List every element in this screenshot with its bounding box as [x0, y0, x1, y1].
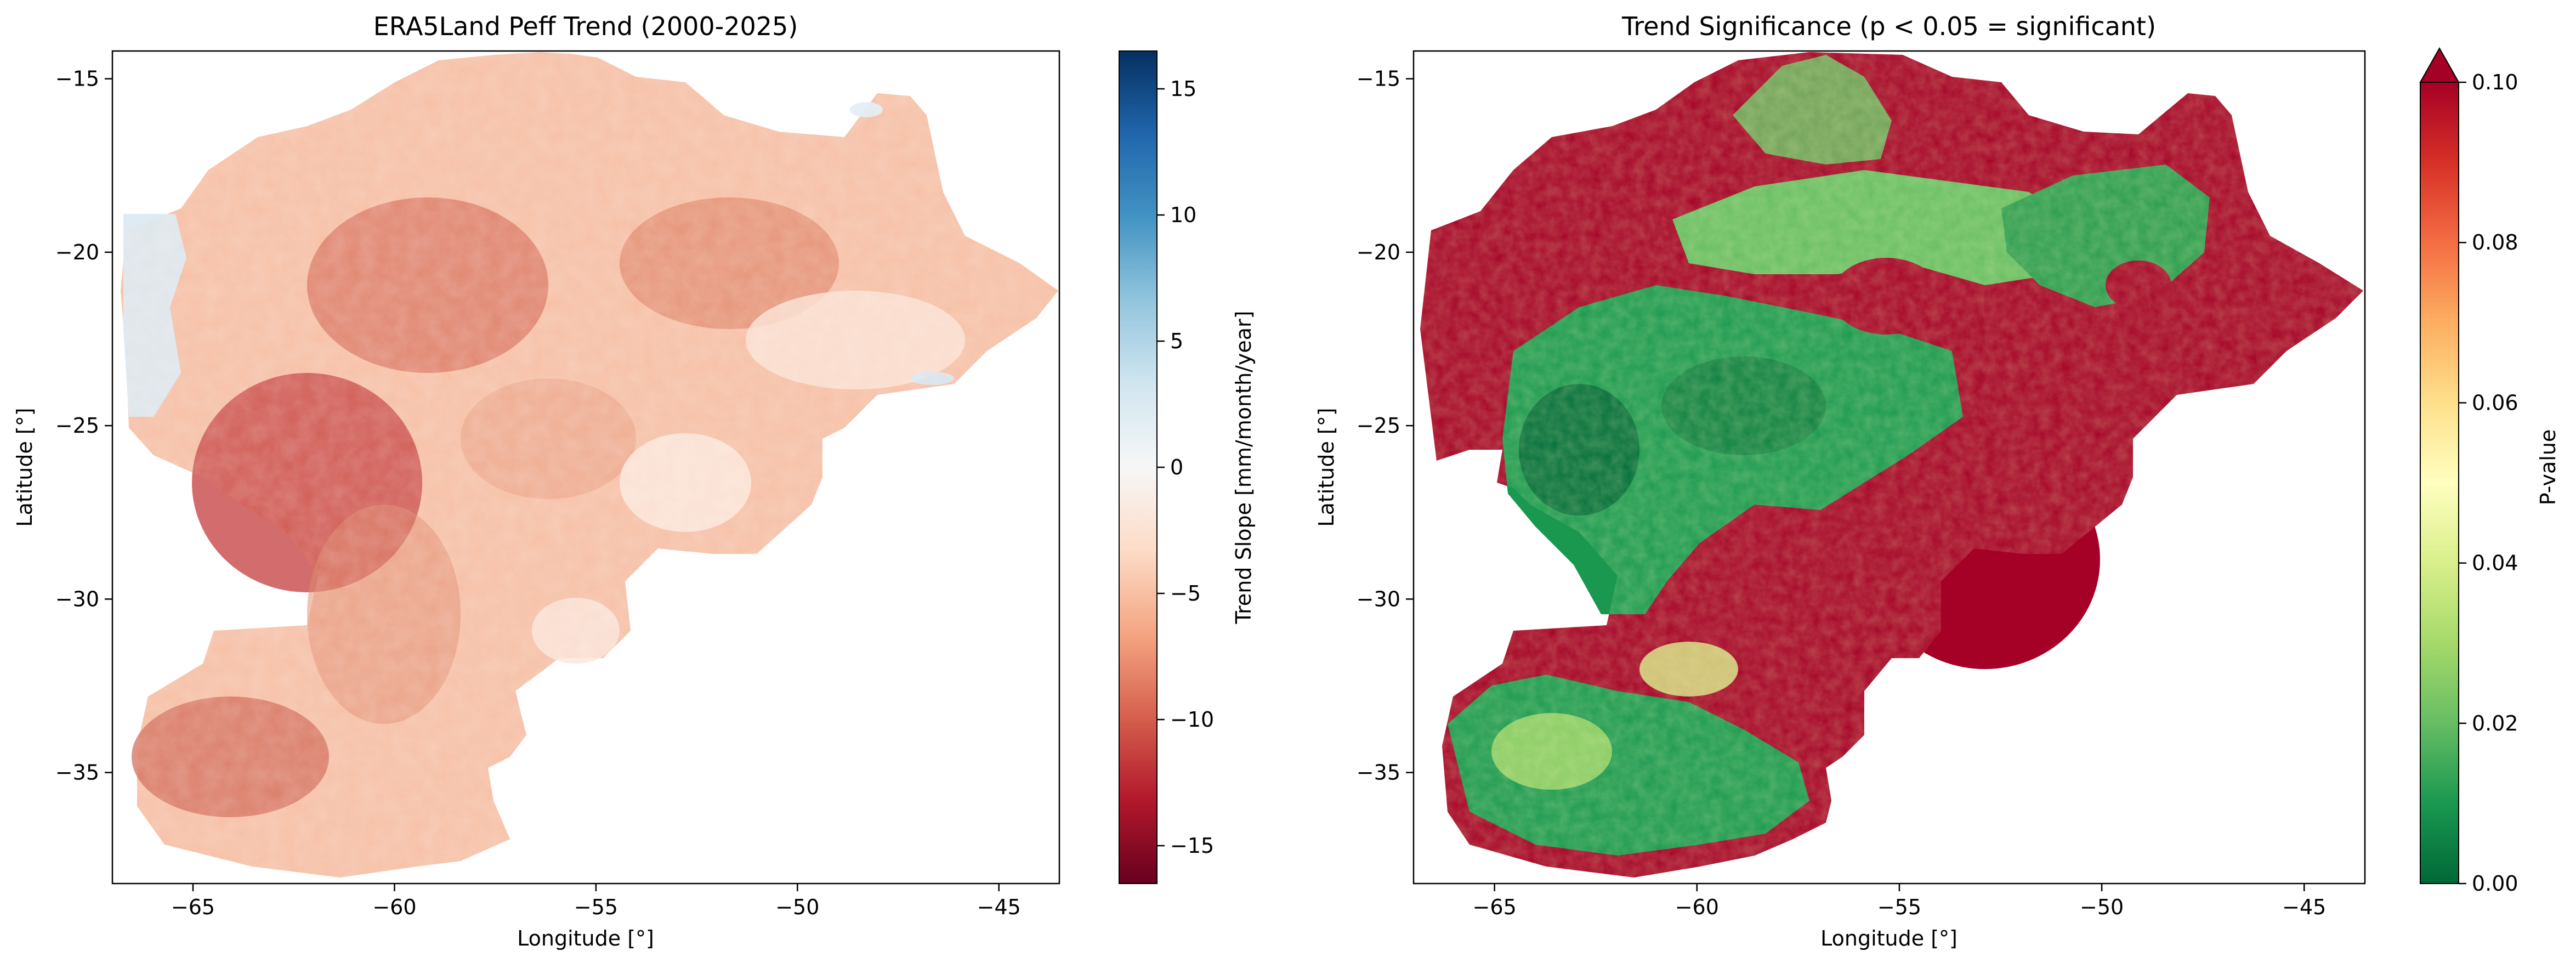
trend-x-axis-label: Longitude [°]	[517, 926, 654, 950]
trend-panel: ERA5Land Peff Trend (2000-2025) −65 −60 −5…	[13, 12, 1060, 950]
trend-colorbar-label: Trend Slope [mm/month/year]	[1232, 311, 1256, 625]
trend-x-tick-label: −45	[977, 895, 1021, 919]
trend-x-tick-label: −65	[171, 895, 215, 919]
pvalue-colorbar-tick-label: 0.08	[2472, 230, 2518, 254]
trend-y-axis-label: Latitude [°]	[13, 407, 37, 527]
pvalue-colorbar-tick-label: 0.10	[2472, 70, 2518, 94]
trend-x-tick-label: −60	[372, 895, 416, 919]
pvalue-colorbar: 0.10 0.08 0.06 0.04 0.02 0.00 P-value	[2419, 47, 2560, 896]
significance-chart-title: Trend Significance (p < 0.05 = significa…	[1621, 12, 2156, 41]
significance-map-field	[1420, 52, 2363, 878]
trend-colorbar-tick-label: −15	[1170, 834, 1214, 858]
significance-x-tick-label: −60	[1675, 895, 1719, 919]
significance-y-tick-label: −15	[1357, 67, 1400, 91]
trend-colorbar-tick-label: −10	[1170, 707, 1214, 732]
trend-colorbar-tick-label: −5	[1170, 581, 1201, 605]
trend-chart-title: ERA5Land Peff Trend (2000-2025)	[373, 12, 798, 41]
trend-x-tick-label: −50	[775, 895, 819, 919]
significance-y-ticks: −15 −20 −25 −30 −35	[1357, 67, 1414, 785]
trend-map-field	[121, 52, 1058, 878]
significance-x-tick-label: −65	[1473, 895, 1517, 919]
pvalue-colorbar-tick-label: 0.06	[2472, 390, 2518, 415]
trend-x-ticks: −65 −60 −55 −50 −45	[171, 884, 1021, 919]
significance-x-tick-label: −45	[2282, 895, 2326, 919]
trend-y-tick-label: −20	[55, 240, 99, 264]
trend-colorbar-tick-label: 15	[1170, 77, 1196, 101]
significance-y-tick-label: −30	[1357, 587, 1400, 611]
trend-colorbar-tick-label: 5	[1170, 329, 1183, 353]
pvalue-colorbar-ticks: 0.10 0.08 0.06 0.04 0.02 0.00	[2459, 70, 2518, 896]
trend-colorbar: 15 10 5 0 −5 −10 −15 Trend Slope [mm/month/yea…	[1119, 50, 1256, 884]
trend-y-tick-label: −25	[55, 414, 99, 438]
trend-colorbar-ticks: 15 10 5 0 −5 −10 −15	[1157, 77, 1214, 858]
pvalue-colorbar-label: P-value	[2536, 429, 2560, 506]
trend-y-tick-label: −35	[55, 761, 99, 785]
significance-x-tick-label: −50	[2080, 895, 2124, 919]
significance-x-tick-label: −55	[1877, 895, 1921, 919]
trend-axes-frame	[111, 50, 1060, 885]
trend-y-tick-label: −15	[55, 67, 99, 91]
pvalue-colorbar-gradient	[2420, 82, 2459, 884]
trend-colorbar-tick-label: 10	[1170, 203, 1196, 227]
trend-colorbar-tick-label: 0	[1170, 455, 1183, 479]
significance-x-ticks: −65 −60 −55 −50 −45	[1473, 884, 2326, 919]
trend-x-tick-label: −55	[574, 895, 618, 919]
significance-x-axis-label: Longitude [°]	[1820, 926, 1957, 950]
trend-y-tick-label: −30	[55, 587, 99, 611]
pvalue-colorbar-extend-arrow	[2419, 47, 2460, 83]
significance-axes-frame	[1412, 50, 2366, 885]
significance-panel: Trend Significance (p < 0.05 = significa…	[1314, 12, 2366, 950]
pvalue-colorbar-tick-label: 0.00	[2472, 871, 2518, 896]
significance-y-tick-label: −35	[1357, 761, 1400, 785]
significance-y-tick-label: −20	[1357, 240, 1400, 264]
trend-y-ticks: −15 −20 −25 −30 −35	[55, 67, 112, 785]
pvalue-colorbar-tick-label: 0.02	[2472, 711, 2518, 735]
significance-y-tick-label: −25	[1357, 414, 1400, 438]
trend-colorbar-gradient	[1119, 50, 1158, 884]
significance-y-axis-label: Latitude [°]	[1314, 407, 1338, 527]
pvalue-colorbar-tick-label: 0.04	[2472, 551, 2518, 575]
